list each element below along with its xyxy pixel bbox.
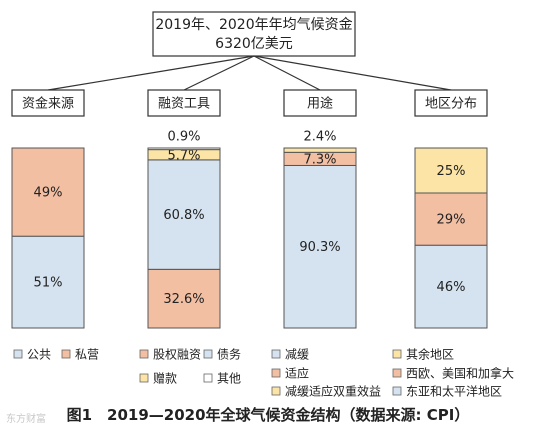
data-label-1-1: 60.8% <box>163 208 204 223</box>
connector-line-2 <box>253 55 321 91</box>
data-label-3-2: 25% <box>437 164 466 179</box>
category-box-1 <box>147 89 221 117</box>
legend-swatch-0 <box>13 349 23 359</box>
bar-segment-3-1 <box>414 192 488 246</box>
legend-label-1: 私营 <box>75 348 99 362</box>
data-label-1-2: 5.7% <box>167 148 200 163</box>
legend-label-9: 其余地区 <box>406 347 454 362</box>
legend-label-6: 减缓 <box>285 348 309 362</box>
bar-segment-1-1 <box>147 159 221 270</box>
bar-segment-3-2 <box>414 147 488 194</box>
category-label-1: 融资工具 <box>158 97 210 112</box>
legend-label-8: 减缓适应双重效益 <box>285 384 381 399</box>
legend-swatch-11 <box>392 386 402 396</box>
legend-swatch-3 <box>203 349 213 359</box>
legend-label-0: 公共 <box>27 348 51 362</box>
legend-swatch-5 <box>203 373 213 383</box>
connector-line-1 <box>183 55 255 91</box>
legend-swatch-6 <box>271 349 281 359</box>
category-box-0 <box>11 89 85 117</box>
chart-title-line-0: 2019年、2020年年均气候资金 <box>155 17 352 33</box>
legend-swatch-4 <box>139 373 149 383</box>
data-label-1-3: 0.9% <box>167 130 200 145</box>
connector-line-3 <box>253 55 452 91</box>
data-label-1-0: 32.6% <box>163 292 204 307</box>
figure-caption: 图1 2019—2020年全球气候资金结构（数据来源: CPI） <box>66 406 470 424</box>
legend-swatch-9 <box>392 349 402 359</box>
bar-segment-2-0 <box>283 164 357 329</box>
title-box <box>152 11 356 57</box>
category-box-2 <box>283 89 357 117</box>
legend-label-11: 东亚和太平洋地区 <box>406 384 502 399</box>
bar-segment-3-0 <box>414 244 488 329</box>
legend-swatch-10 <box>392 368 402 378</box>
bar-segment-1-0 <box>147 268 221 329</box>
data-label-2-1: 7.3% <box>303 152 336 167</box>
legend-swatch-2 <box>139 349 149 359</box>
legend-label-7: 适应 <box>285 366 309 381</box>
legend-label-4: 赠款 <box>153 372 177 386</box>
category-label-2: 用途 <box>307 96 333 112</box>
data-label-2-2: 2.4% <box>303 130 336 145</box>
bar-segment-1-3 <box>147 147 221 151</box>
data-label-0-1: 49% <box>34 186 63 201</box>
connector-line-0 <box>47 55 255 91</box>
legend-label-3: 债务 <box>217 347 241 362</box>
legend-label-10: 西欧、美国和加拿大 <box>406 366 514 381</box>
data-label-0-0: 51% <box>34 276 63 291</box>
watermark: 东方财富 <box>6 414 46 425</box>
bar-segment-2-2 <box>283 147 357 153</box>
bar-segment-0-1 <box>11 147 85 237</box>
legend-swatch-7 <box>271 368 281 378</box>
data-label-3-1: 29% <box>437 213 466 228</box>
category-box-3 <box>414 89 488 117</box>
data-label-2-0: 90.3% <box>299 240 340 255</box>
category-label-0: 资金来源 <box>22 96 74 112</box>
data-label-3-0: 46% <box>437 280 466 295</box>
legend-label-5: 其他 <box>217 372 241 386</box>
category-label-3: 地区分布 <box>425 97 477 112</box>
legend-swatch-1 <box>61 349 71 359</box>
chart-title-line-1: 6320亿美元 <box>215 36 293 52</box>
legend-swatch-8 <box>271 386 281 396</box>
legend-label-2: 股权融资 <box>153 348 201 362</box>
